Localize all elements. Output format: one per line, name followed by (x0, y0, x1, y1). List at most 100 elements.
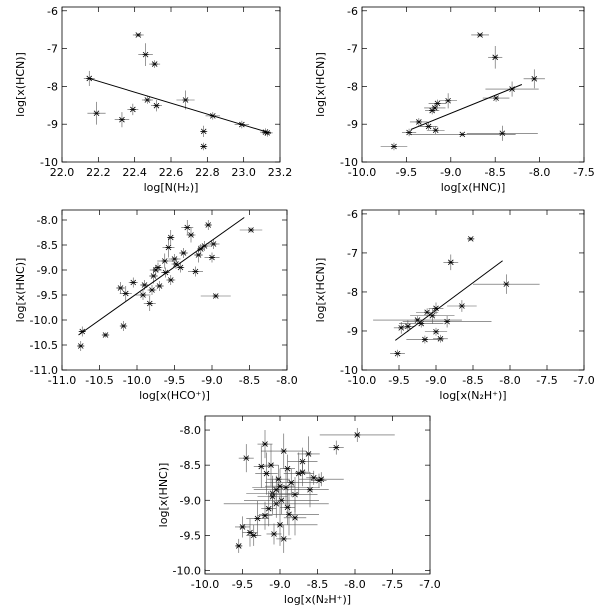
y-tick-label: -9.0 (180, 494, 201, 507)
data-point (128, 277, 138, 288)
data-point (176, 262, 185, 273)
data-point (439, 93, 458, 109)
data-point (252, 470, 320, 506)
data-point (295, 458, 310, 487)
y-tick-label: -10.0 (30, 314, 58, 327)
data-point (153, 262, 163, 273)
data-point (428, 99, 447, 108)
x-tick-label: 23.0 (231, 166, 256, 179)
y-tick-label: -6 (347, 208, 358, 221)
data-point (101, 332, 110, 338)
x-axis-label: log[x(N₂H⁺)] (284, 593, 351, 606)
data-point (406, 335, 444, 344)
x-tick-label: -8.5 (484, 166, 505, 179)
x-axis-label: log[x(HCO⁺)] (139, 389, 210, 402)
data-point (280, 489, 295, 525)
data-point (447, 300, 477, 312)
y-tick-label: -7 (347, 43, 358, 56)
data-point (204, 252, 220, 263)
y-tick-label: -8 (47, 80, 58, 93)
data-point (235, 538, 243, 553)
data-point (246, 500, 269, 537)
data-point (433, 334, 448, 343)
data-point (176, 90, 195, 110)
y-tick-label: -8 (347, 80, 358, 93)
data-point (265, 468, 295, 504)
data-point (265, 468, 318, 497)
data-point (424, 327, 448, 336)
data-point (280, 454, 295, 483)
data-point (257, 430, 273, 459)
data-point (242, 518, 258, 547)
y-tick-label: -10 (340, 156, 358, 169)
data-point (238, 444, 254, 473)
data-point (426, 126, 445, 135)
y-tick-label: -8.0 (37, 214, 58, 227)
data-point (401, 128, 417, 137)
x-tick-label: -8.0 (499, 374, 520, 387)
data-point (143, 296, 156, 311)
fit-line (89, 77, 272, 134)
x-tick-label: -8.0 (344, 578, 365, 591)
x-tick-label: 22.0 (50, 166, 75, 179)
data-point (116, 282, 125, 294)
x-tick-label: -8.5 (239, 374, 260, 387)
chart-panel-hcn-vs-n2hp: -10.0 -9.5 -9.0 -8.5 -8.0 -7.5 -7.0 -10 -9 -8 -7 -6… (314, 208, 595, 402)
data-point (466, 125, 538, 141)
x-axis-label: log[x(HNC)] (441, 181, 506, 194)
data-point (416, 308, 439, 317)
data-point (135, 290, 151, 300)
plot-frame (61, 6, 281, 163)
y-tick-label: -6 (47, 5, 58, 18)
data-point (200, 293, 231, 299)
y-tick-label: -8.5 (37, 239, 58, 252)
data-point (261, 433, 307, 469)
data-point (473, 274, 540, 294)
data-point (425, 106, 440, 115)
data-point (485, 81, 539, 97)
fit-line (78, 217, 245, 336)
x-tick-label: -9.5 (388, 374, 409, 387)
y-tick-label: -9.5 (37, 289, 58, 302)
y-tick-label: -10 (340, 364, 358, 377)
data-point (235, 516, 250, 538)
data-point (257, 501, 273, 530)
data-point (443, 254, 459, 271)
data-point (77, 341, 85, 351)
x-tick-label: -10.5 (85, 374, 113, 387)
data-point (283, 500, 307, 536)
x-axis-label: log[x(N₂H⁺)] (439, 389, 506, 402)
x-tick-label: 22.4 (122, 166, 146, 179)
data-point (319, 427, 395, 442)
data-point (244, 486, 319, 515)
data-point (523, 69, 545, 89)
x-tick-label: -10.0 (123, 374, 151, 387)
data-point (409, 131, 516, 138)
chart-panel-hnc-vs-hcop: -11.0 -10.5 -10.0 -9.5 -9.0 -8.5 -8.0 -11.0 -10.… (14, 209, 298, 402)
x-tick-label: 22.6 (159, 166, 184, 179)
y-tick-label: -11.0 (30, 364, 58, 377)
data-point (168, 254, 181, 264)
data-point (253, 445, 269, 488)
data-point (298, 472, 344, 487)
data-point (179, 248, 188, 258)
chart-panel-hcn-vs-nh2: 22.0 22.2 22.4 22.6 22.8 23.0 23.2 -10 -9 -8 -7 -6 l… (14, 5, 292, 194)
x-tick-label: -8.5 (462, 374, 483, 387)
data-point (155, 281, 164, 291)
plot-frame (361, 6, 585, 163)
data-point (157, 253, 173, 269)
data-point (239, 227, 263, 233)
data-point (266, 523, 282, 545)
x-tick-label: -10.0 (348, 166, 376, 179)
chart-panel-hnc-vs-n2hp: -10.0 -9.5 -9.0 -8.5 -8.0 -7.5 -7.0 -10.0 -9.5 -9… (157, 415, 441, 606)
data-point (87, 101, 106, 125)
y-axis-label: log[x(HNC)] (157, 463, 170, 528)
data-point (207, 239, 220, 249)
data-point (127, 103, 139, 116)
x-tick-label: -10.0 (348, 374, 376, 387)
x-tick-label: 23.2 (268, 166, 293, 179)
chart-panel-hcn-vs-hnc: -10.0 -9.5 -9.0 -8.5 -8.0 -7.5 -10 -9 -8 -7 -6 log[… (314, 5, 595, 194)
data-point (204, 220, 212, 230)
data-point (197, 244, 205, 254)
